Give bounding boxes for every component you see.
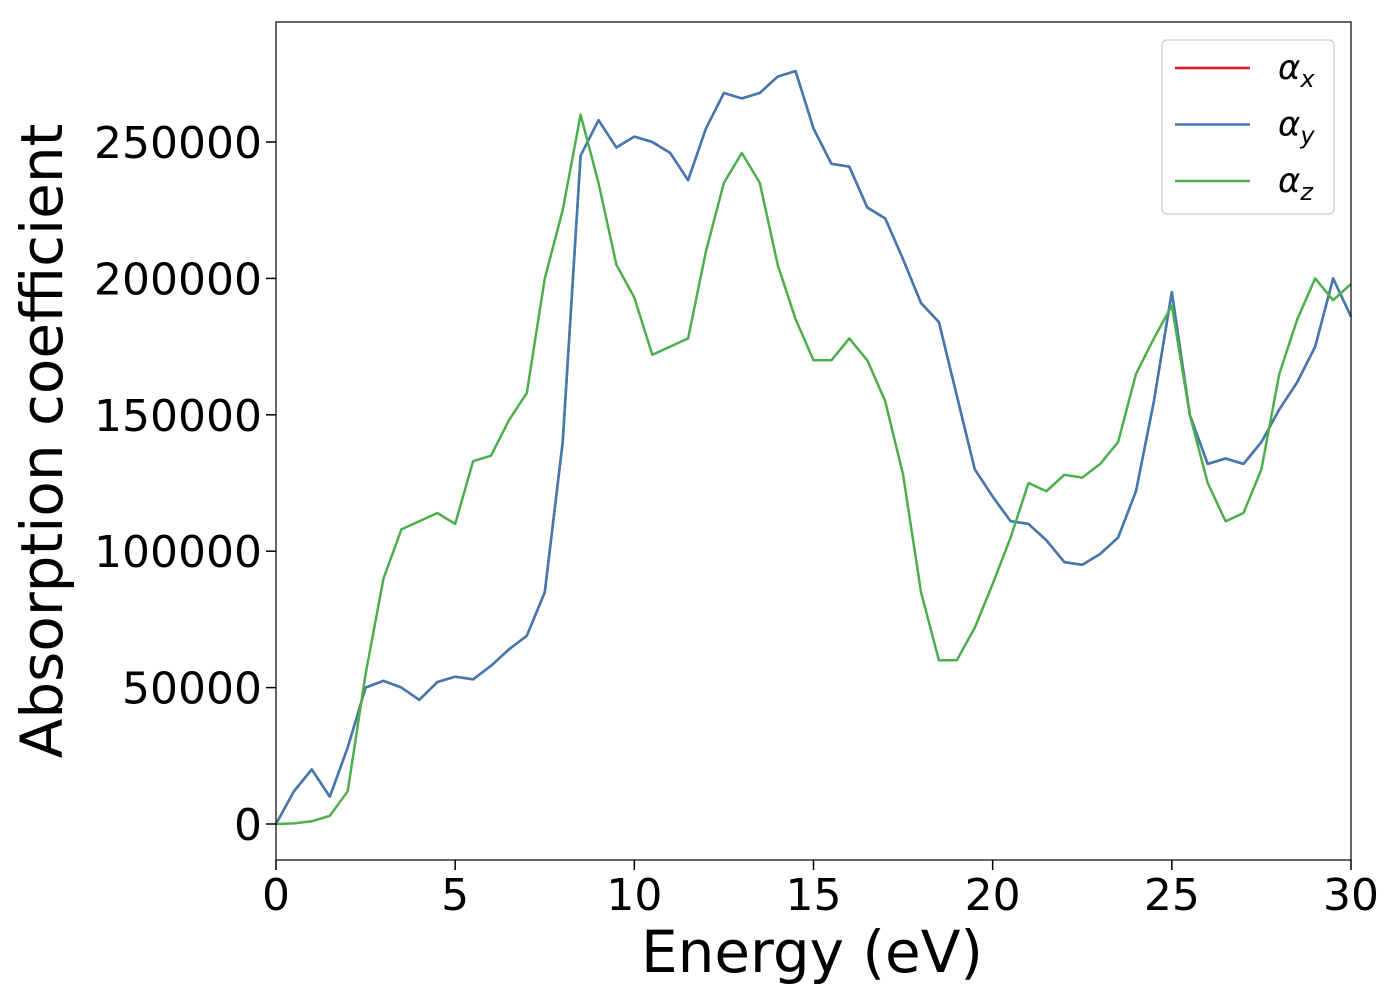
y-tick-label: 50000 (122, 664, 262, 715)
y-tick-label: 150000 (94, 391, 262, 442)
y-tick-label: 100000 (94, 527, 262, 578)
series-line (274, 69, 1353, 825)
series-line (275, 113, 1352, 826)
plot-frame (275, 21, 1352, 861)
x-tick-label: 15 (786, 870, 842, 921)
x-tick-label: 10 (606, 870, 662, 921)
x-tick-label: 25 (1144, 870, 1200, 921)
y-tick-label: 250000 (94, 118, 262, 169)
x-tick-label: 0 (262, 870, 290, 921)
x-tick-label: 20 (965, 870, 1021, 921)
y-axis-label: Absorption coefficient (8, 124, 76, 759)
legend-label: αy (1278, 105, 1315, 150)
y-tick-label: 200000 (94, 254, 262, 305)
x-tick-label: 30 (1323, 870, 1379, 921)
x-axis-label: Energy (eV) (641, 918, 983, 986)
legend-label: αx (1278, 48, 1315, 93)
legend-box (1161, 39, 1335, 215)
legend-label: αz (1278, 161, 1314, 206)
y-tick-label: 0 (234, 800, 262, 851)
x-tick-label: 5 (441, 870, 469, 921)
